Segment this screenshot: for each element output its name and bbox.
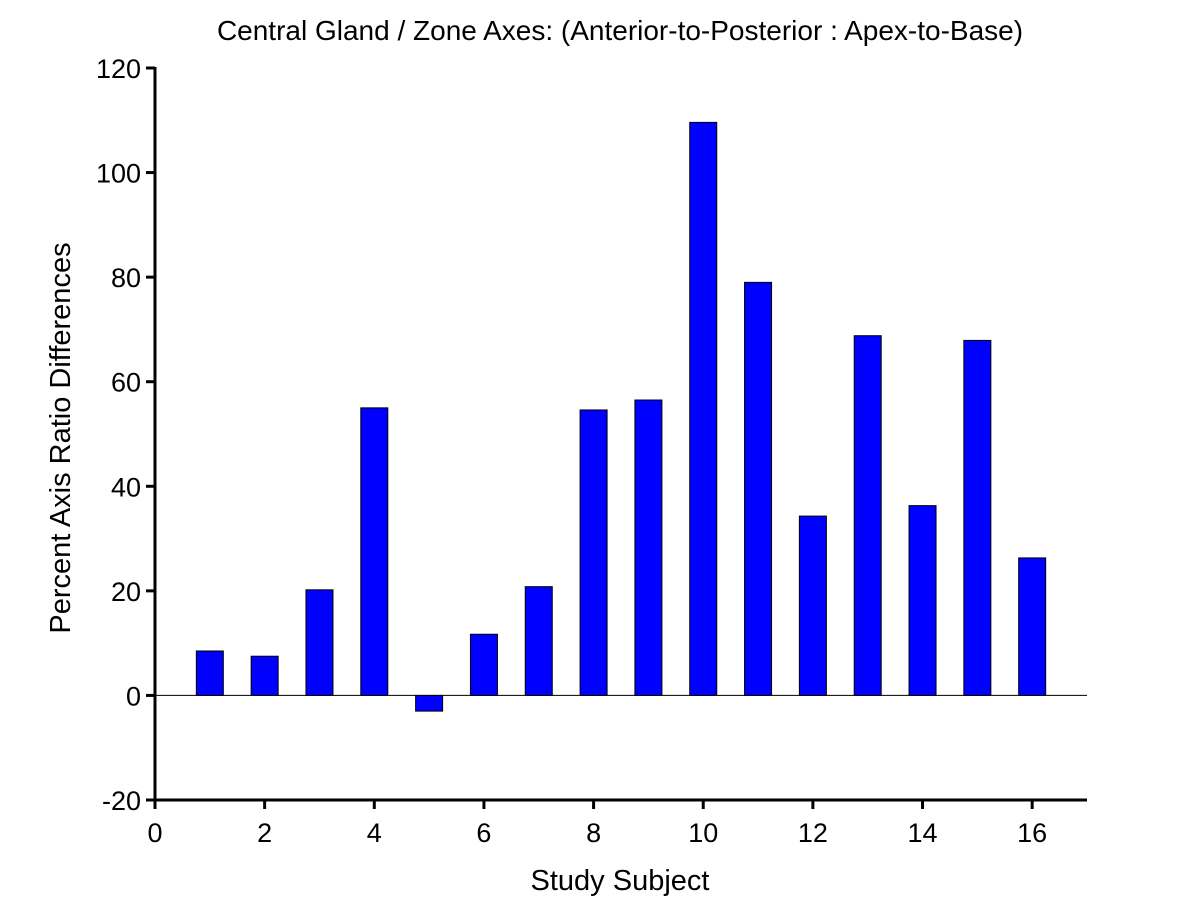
x-tick-label: 16 [1017, 818, 1047, 848]
y-tick-label: 20 [111, 577, 141, 607]
x-tick-label: 14 [908, 818, 938, 848]
bar-subject-9 [634, 399, 663, 696]
bar-subject-10 [689, 121, 718, 696]
x-tick-label: 8 [586, 818, 601, 848]
bar-subject-1 [195, 650, 224, 696]
bar-subject-11 [744, 281, 773, 696]
bar-subject-6 [469, 633, 498, 696]
bar-subject-15 [963, 339, 992, 696]
bar-subject-12 [798, 515, 827, 696]
bar-subject-3 [305, 589, 334, 696]
x-axis-label: Study Subject [531, 865, 710, 897]
bar-subject-8 [579, 409, 608, 696]
y-tick-label: 60 [111, 368, 141, 398]
y-tick-label: 40 [111, 472, 141, 502]
y-axis-label: Percent Axis Ratio Differences [45, 242, 77, 633]
bar-subject-4 [360, 407, 389, 696]
y-tick-label: 120 [96, 54, 141, 84]
y-tick-label: 80 [111, 263, 141, 293]
bar-subject-16 [1018, 557, 1047, 696]
y-tick-label: -20 [102, 786, 141, 816]
bar-subject-5 [415, 694, 444, 712]
x-tick-label: 2 [257, 818, 272, 848]
y-tick-label: 0 [126, 681, 141, 711]
y-tick-label: 100 [96, 159, 141, 189]
bar-subject-14 [908, 505, 937, 696]
bar-subject-7 [524, 586, 553, 696]
bar-subject-13 [853, 335, 882, 696]
bar-subject-2 [250, 655, 279, 696]
x-tick-label: 10 [688, 818, 718, 848]
chart-title: Central Gland / Zone Axes: (Anterior-to-… [217, 15, 1023, 46]
x-tick-label: 0 [147, 818, 162, 848]
x-tick-label: 12 [798, 818, 828, 848]
x-tick-label: 6 [476, 818, 491, 848]
x-tick-label: 4 [367, 818, 382, 848]
